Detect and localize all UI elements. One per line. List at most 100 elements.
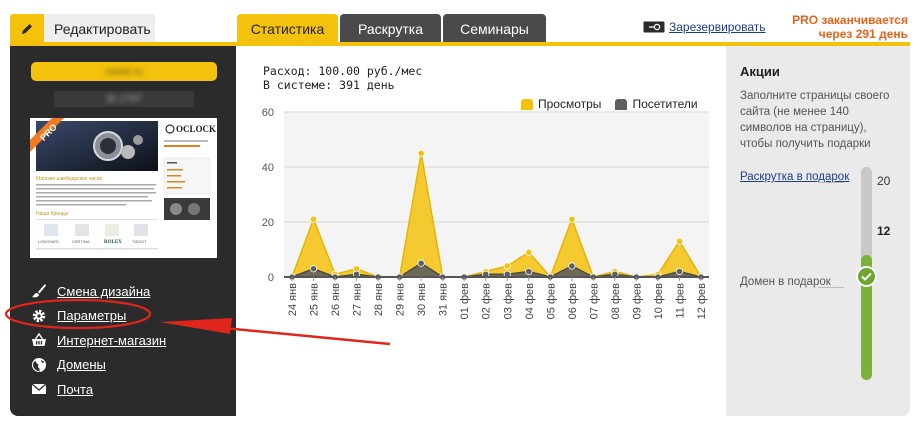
sidebar-item-label: Почта [57,381,94,397]
site-thumbnail[interactable]: PRO OCLOCK Магазин швейцарских часов [30,118,217,258]
scale-current-label: 12 [877,224,891,238]
sidebar-item-mail[interactable]: Почта [30,377,166,402]
key-icon [643,21,665,33]
x-tick-label: 11 фев [674,283,686,319]
x-tick-label: 04 фев [524,283,536,319]
promo-title: Акции [740,64,780,79]
data-point-views [309,215,318,223]
legend-swatch-views [521,98,533,110]
brand-longines: LONGINES [38,239,59,244]
pro-expiry-notice: PRO заканчивается через 291 день [792,13,908,41]
legend-item-views[interactable]: Просмотры [521,97,601,111]
x-tick-label: 26 янв [330,283,342,316]
x-tick-label: 28 янв [373,283,385,316]
brand-tissot: TISSOT [132,239,147,244]
pencil-icon [10,14,44,44]
y-tick-label: 0 [268,272,274,284]
data-point-visitors [568,262,576,270]
expense-line: Расход: 100.00 руб./мес [263,64,423,78]
sidebar-item-label: Параметры [57,308,127,324]
x-tick-label: 09 фев [631,283,643,319]
x-tick-label: 10 фев [653,283,665,319]
site-name: roold.ru [105,65,143,78]
x-tick-label: 07 фев [588,283,600,319]
y-tick-label: 20 [262,217,274,229]
x-tick-label: 06 фев [567,283,579,319]
gift-promo-tick [818,182,844,183]
site-id: ID 1797 [106,93,142,105]
data-point-views [675,237,684,245]
y-tick-label: 40 [262,162,274,174]
edit-label: Редактировать [54,21,151,37]
promo-gift-link[interactable]: Раскрутка в подарок [740,171,850,183]
gift-domain-tick [818,287,844,288]
tab-promotion[interactable]: Раскрутка [340,14,441,44]
statistics-panel: Расход: 100.00 руб./мес В системе: 391 д… [236,46,726,416]
data-point-views [417,149,425,157]
x-tick-label: 29 янв [395,283,407,316]
x-tick-label: 05 фев [545,283,557,319]
x-tick-label: 12 фев [696,283,708,319]
data-point-visitors [417,259,425,267]
x-tick-label: 30 янв [416,283,428,316]
sidebar-item-label: Смена дизайна [57,283,151,299]
thumbnail-heading: Магазин швейцарских часов [36,175,102,182]
sidebar: roold.ru ID 1797 PRO OCLO [10,46,236,416]
data-point-visitors [525,267,533,276]
gear-icon [30,308,48,324]
x-tick-label: 31 янв [438,283,450,316]
promo-description: Заполните страницы своего сайта (не мене… [740,90,890,150]
data-point-visitors [309,265,318,273]
legend-label-views: Просмотры [538,97,602,111]
data-point-views [568,215,576,223]
statistics-chart: 0 20 40 60 24 янв 25 янв 26 янв 27 янв 28 янв 29 … [262,107,709,319]
tab-statistics[interactable]: Статистика [237,14,338,44]
data-point-views [503,262,511,270]
top-bar: Редактировать Статистика Раскрутка Семин… [0,0,920,44]
data-point-views [525,248,533,256]
sidebar-item-label: Домены [57,357,106,373]
reserve-label: Зарезервировать [669,20,766,34]
sidebar-item-design[interactable]: Смена дизайна [30,279,166,304]
brush-icon [30,283,48,299]
brand-certina: CERTINA [72,239,90,244]
site-id-box: ID 1797 [54,91,194,107]
sidebar-item-domains[interactable]: Домены [30,353,166,378]
site-name-badge[interactable]: roold.ru [31,62,217,81]
legend-label-visitors: Посетители [632,97,698,111]
sidebar-item-label: Интернет-магазин [57,332,167,348]
x-tick-label: 02 фев [481,283,493,319]
data-point-visitors [675,267,684,276]
brand-rolex: ROLEX [104,240,122,245]
promo-panel: Акции Заполните страницы своего сайта (н… [726,46,910,416]
thumbnail-brands-heading: Наши бренды [36,211,69,217]
x-tick-label: 03 фев [502,283,514,319]
sidebar-item-shop[interactable]: Интернет-магазин [30,328,166,353]
x-tick-label: 01 фев [459,283,471,319]
domain-gift-label: Домен в подарок [740,276,831,288]
check-icon [861,272,872,281]
globe-icon [30,357,48,373]
progress-fill [861,255,872,380]
sidebar-item-settings[interactable]: Параметры [30,304,166,329]
account-summary: Расход: 100.00 руб./мес В системе: 391 д… [263,64,422,92]
tab-seminars[interactable]: Семинары [443,14,546,44]
progress-knob [856,266,877,287]
top-divider [10,42,910,46]
legend-swatch-visitors [615,98,628,110]
edit-button[interactable]: Редактировать [10,14,155,44]
uptime-line: В системе: 391 день [263,78,395,92]
chart-legend: Просмотры Посетители [521,97,698,111]
sidebar-menu: Смена дизайна Параметры Интернет-магазин… [30,279,166,402]
reserve-link[interactable]: Зарезервировать [643,20,766,34]
legend-item-visitors[interactable]: Посетители [615,97,698,111]
envelope-icon [30,381,48,397]
x-tick-label: 27 янв [352,283,364,316]
y-tick-label: 60 [262,107,274,119]
x-tick-label: 24 янв [287,283,299,316]
x-tick-label: 25 янв [309,283,321,316]
plot-area [284,112,709,277]
shop-basket-icon [30,332,48,348]
x-tick-label: 08 фев [610,283,622,319]
thumbnail-logo: OCLOCK [176,124,216,134]
